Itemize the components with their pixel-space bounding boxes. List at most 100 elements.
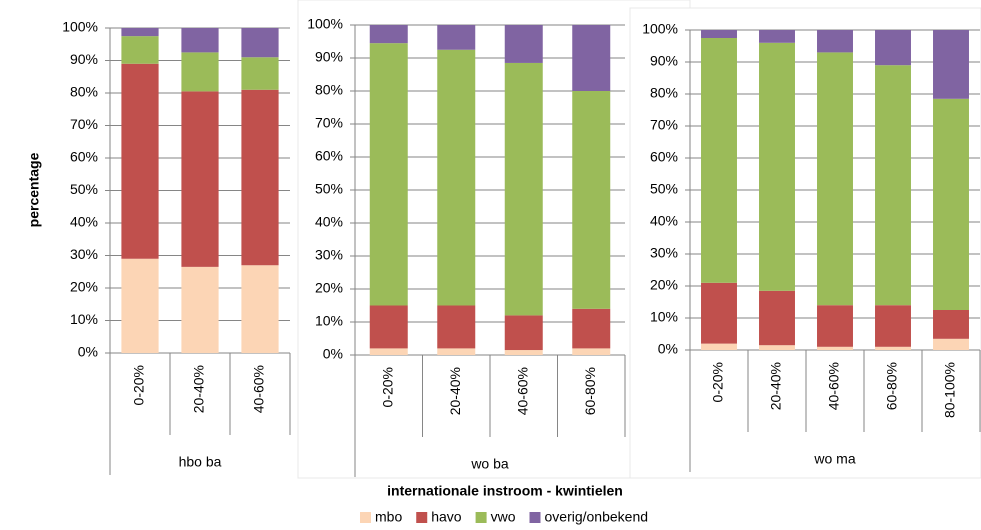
bar-segment: [572, 308, 611, 349]
x-tick-label: 0-20%: [379, 367, 395, 407]
bar-segment: [121, 258, 159, 353]
legend-label: overig/onbekend: [545, 509, 649, 525]
y-tick-label: 40%: [70, 214, 98, 230]
x-tick-label: 40-60%: [251, 365, 267, 413]
x-tick-label: 40-60%: [514, 367, 530, 415]
bar-segment: [121, 28, 159, 37]
y-tick-label: 0%: [658, 341, 678, 357]
bar-segment: [504, 350, 543, 355]
bar-segment: [875, 65, 911, 306]
bar-segment: [817, 346, 853, 350]
bar-segment: [241, 89, 279, 266]
bar-segment: [759, 30, 795, 43]
y-tick-label: 90%: [315, 49, 343, 65]
x-tick-label: 20-40%: [768, 362, 784, 410]
y-tick-label: 20%: [70, 279, 98, 295]
bar-segment: [875, 346, 911, 350]
bar-segment: [504, 25, 543, 63]
bar-segment: [701, 343, 737, 350]
legend-label: havo: [431, 509, 462, 525]
legend-swatch: [416, 512, 428, 523]
legend-swatch: [529, 512, 541, 523]
y-tick-label: 100%: [62, 19, 98, 35]
y-tick-label: 10%: [315, 313, 343, 329]
y-tick-label: 100%: [307, 16, 343, 32]
y-tick-label: 60%: [650, 149, 678, 165]
bar-segment: [369, 43, 408, 306]
bar-segment: [817, 305, 853, 347]
bar-segment: [369, 305, 408, 349]
bar-segment: [504, 62, 543, 316]
y-tick-label: 60%: [70, 149, 98, 165]
bar-segment: [759, 290, 795, 346]
y-tick-label: 90%: [650, 53, 678, 69]
x-tick-label: 0-20%: [710, 362, 726, 402]
bar-segment: [181, 52, 219, 92]
y-tick-label: 10%: [70, 311, 98, 327]
y-tick-label: 20%: [650, 277, 678, 293]
bar-segment: [181, 266, 219, 353]
panel-label: wo ba: [470, 456, 509, 472]
x-tick-label: 80-100%: [942, 362, 958, 418]
y-tick-label: 40%: [315, 214, 343, 230]
bar-segment: [933, 30, 969, 99]
bar-segment: [933, 338, 969, 350]
bar-segment: [759, 42, 795, 291]
y-tick-label: 80%: [315, 82, 343, 98]
bar-segment: [572, 348, 611, 355]
bar-segment: [369, 25, 408, 44]
bar-segment: [241, 28, 279, 58]
bar-segment: [437, 305, 476, 349]
bar-segment: [504, 315, 543, 351]
bar-segment: [817, 30, 853, 53]
y-axis-title: percentage: [26, 152, 42, 227]
y-tick-label: 70%: [650, 117, 678, 133]
x-tick-label: 40-60%: [826, 362, 842, 410]
bar-segment: [437, 348, 476, 355]
y-tick-label: 50%: [315, 181, 343, 197]
bar-segment: [437, 49, 476, 306]
y-tick-label: 90%: [70, 51, 98, 67]
y-tick-label: 40%: [650, 213, 678, 229]
x-tick-label: 0-20%: [131, 365, 147, 405]
bar-segment: [181, 28, 219, 53]
y-tick-label: 70%: [315, 115, 343, 131]
y-tick-label: 30%: [315, 247, 343, 263]
x-tick-label: 20-40%: [191, 365, 207, 413]
legend-label: vwo: [491, 509, 516, 525]
bar-segment: [701, 30, 737, 38]
bar-segment: [181, 91, 219, 267]
bar-segment: [875, 305, 911, 347]
bar-segment: [817, 52, 853, 306]
y-tick-label: 10%: [650, 309, 678, 325]
bar-segment: [759, 345, 795, 350]
bar-segment: [572, 25, 611, 91]
bar-segment: [241, 57, 279, 90]
bar-segment: [933, 98, 969, 310]
y-tick-label: 0%: [78, 344, 98, 360]
x-tick-label: 60-80%: [582, 367, 598, 415]
y-tick-label: 0%: [323, 346, 343, 362]
y-tick-label: 80%: [650, 85, 678, 101]
x-tick-label: 20-40%: [447, 367, 463, 415]
y-tick-label: 50%: [650, 181, 678, 197]
bar-segment: [701, 282, 737, 344]
bar-segment: [572, 91, 611, 309]
bar-segment: [933, 310, 969, 339]
y-tick-label: 70%: [70, 116, 98, 132]
panel-label: wo ma: [813, 451, 855, 467]
legend-swatch: [475, 512, 487, 523]
bar-segment: [701, 38, 737, 283]
bar-segment: [121, 36, 159, 64]
y-tick-label: 100%: [642, 21, 678, 37]
bar-segment: [369, 348, 408, 355]
legend-swatch: [360, 512, 371, 523]
legend-label: mbo: [375, 509, 402, 525]
bar-segment: [875, 30, 911, 66]
x-tick-label: 60-80%: [884, 362, 900, 410]
y-tick-label: 20%: [315, 280, 343, 296]
y-tick-label: 50%: [70, 181, 98, 197]
bar-segment: [121, 63, 159, 259]
legend: mbo havo vwo overig/onbekend: [360, 509, 648, 525]
